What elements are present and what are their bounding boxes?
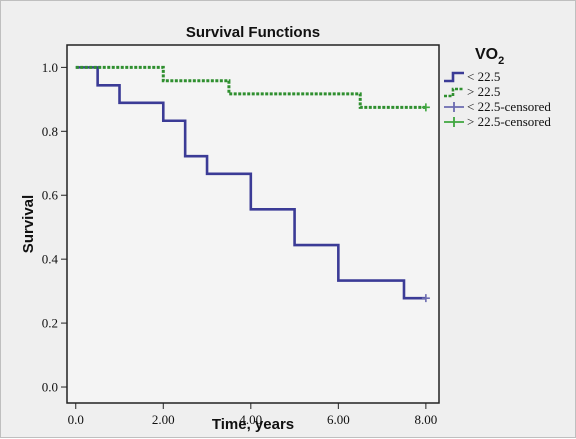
x-tick-label: 8.00 <box>414 412 437 427</box>
legend: VO2 < 22.5> 22.5< 22.5-censored> 22.5-ce… <box>444 46 551 129</box>
censor-mark <box>421 294 430 303</box>
legend-item: > 22.5 <box>444 84 500 99</box>
legend-label: < 22.5 <box>467 69 500 84</box>
legend-swatch <box>444 71 464 83</box>
x-tick-label: 0.0 <box>68 412 84 427</box>
censor-layer <box>421 103 430 303</box>
x-axis: 0.0 2.00 4.00 6.00 8.00 <box>68 403 437 427</box>
y-axis-title: Survival <box>20 195 37 253</box>
y-tick-label: 0.8 <box>42 124 58 139</box>
legend-swatch <box>444 87 464 98</box>
x-axis-title: Time, years <box>212 416 294 433</box>
legend-item: < 22.5 <box>444 69 500 84</box>
legend-swatch <box>444 102 464 112</box>
legend-swatch <box>444 117 464 127</box>
legend-item: < 22.5-censored <box>444 99 551 114</box>
y-tick-label: 0.4 <box>42 252 59 267</box>
legend-title: VO2 <box>475 46 504 67</box>
y-axis: 0.0 0.2 0.4 0.6 0.8 1.0 <box>42 60 67 395</box>
y-tick-label: 1.0 <box>42 60 58 75</box>
censor-mark <box>421 103 430 112</box>
plot-area <box>66 44 440 404</box>
x-tick-label: 2.00 <box>152 412 175 427</box>
legend-label: > 22.5-censored <box>467 114 551 129</box>
y-tick-label: 0.6 <box>42 188 59 203</box>
series-line-2 <box>75 65 426 109</box>
chart-title: Survival Functions <box>186 24 320 41</box>
x-tick-label: 4.00 <box>239 412 262 427</box>
series-layer <box>75 65 426 300</box>
y-tick-label: 0.0 <box>42 380 58 395</box>
x-tick-label: 6.00 <box>327 412 350 427</box>
legend-label: < 22.5-censored <box>467 99 551 114</box>
series-line-1 <box>75 66 426 300</box>
legend-label: > 22.5 <box>467 84 500 99</box>
legend-item: > 22.5-censored <box>444 114 551 129</box>
y-tick-label: 0.2 <box>42 316 58 331</box>
